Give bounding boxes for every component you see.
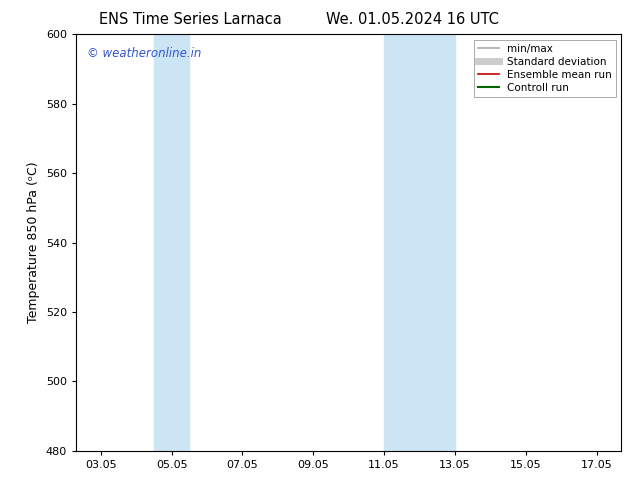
- Bar: [384, 34, 455, 451]
- Y-axis label: Temperature 850 hPa (ᵒC): Temperature 850 hPa (ᵒC): [27, 162, 40, 323]
- Bar: [154, 34, 190, 451]
- Legend: min/max, Standard deviation, Ensemble mean run, Controll run: min/max, Standard deviation, Ensemble me…: [474, 40, 616, 97]
- Text: ENS Time Series Larnaca: ENS Time Series Larnaca: [99, 12, 281, 27]
- Text: We. 01.05.2024 16 UTC: We. 01.05.2024 16 UTC: [326, 12, 498, 27]
- Text: © weatheronline.in: © weatheronline.in: [87, 47, 202, 60]
